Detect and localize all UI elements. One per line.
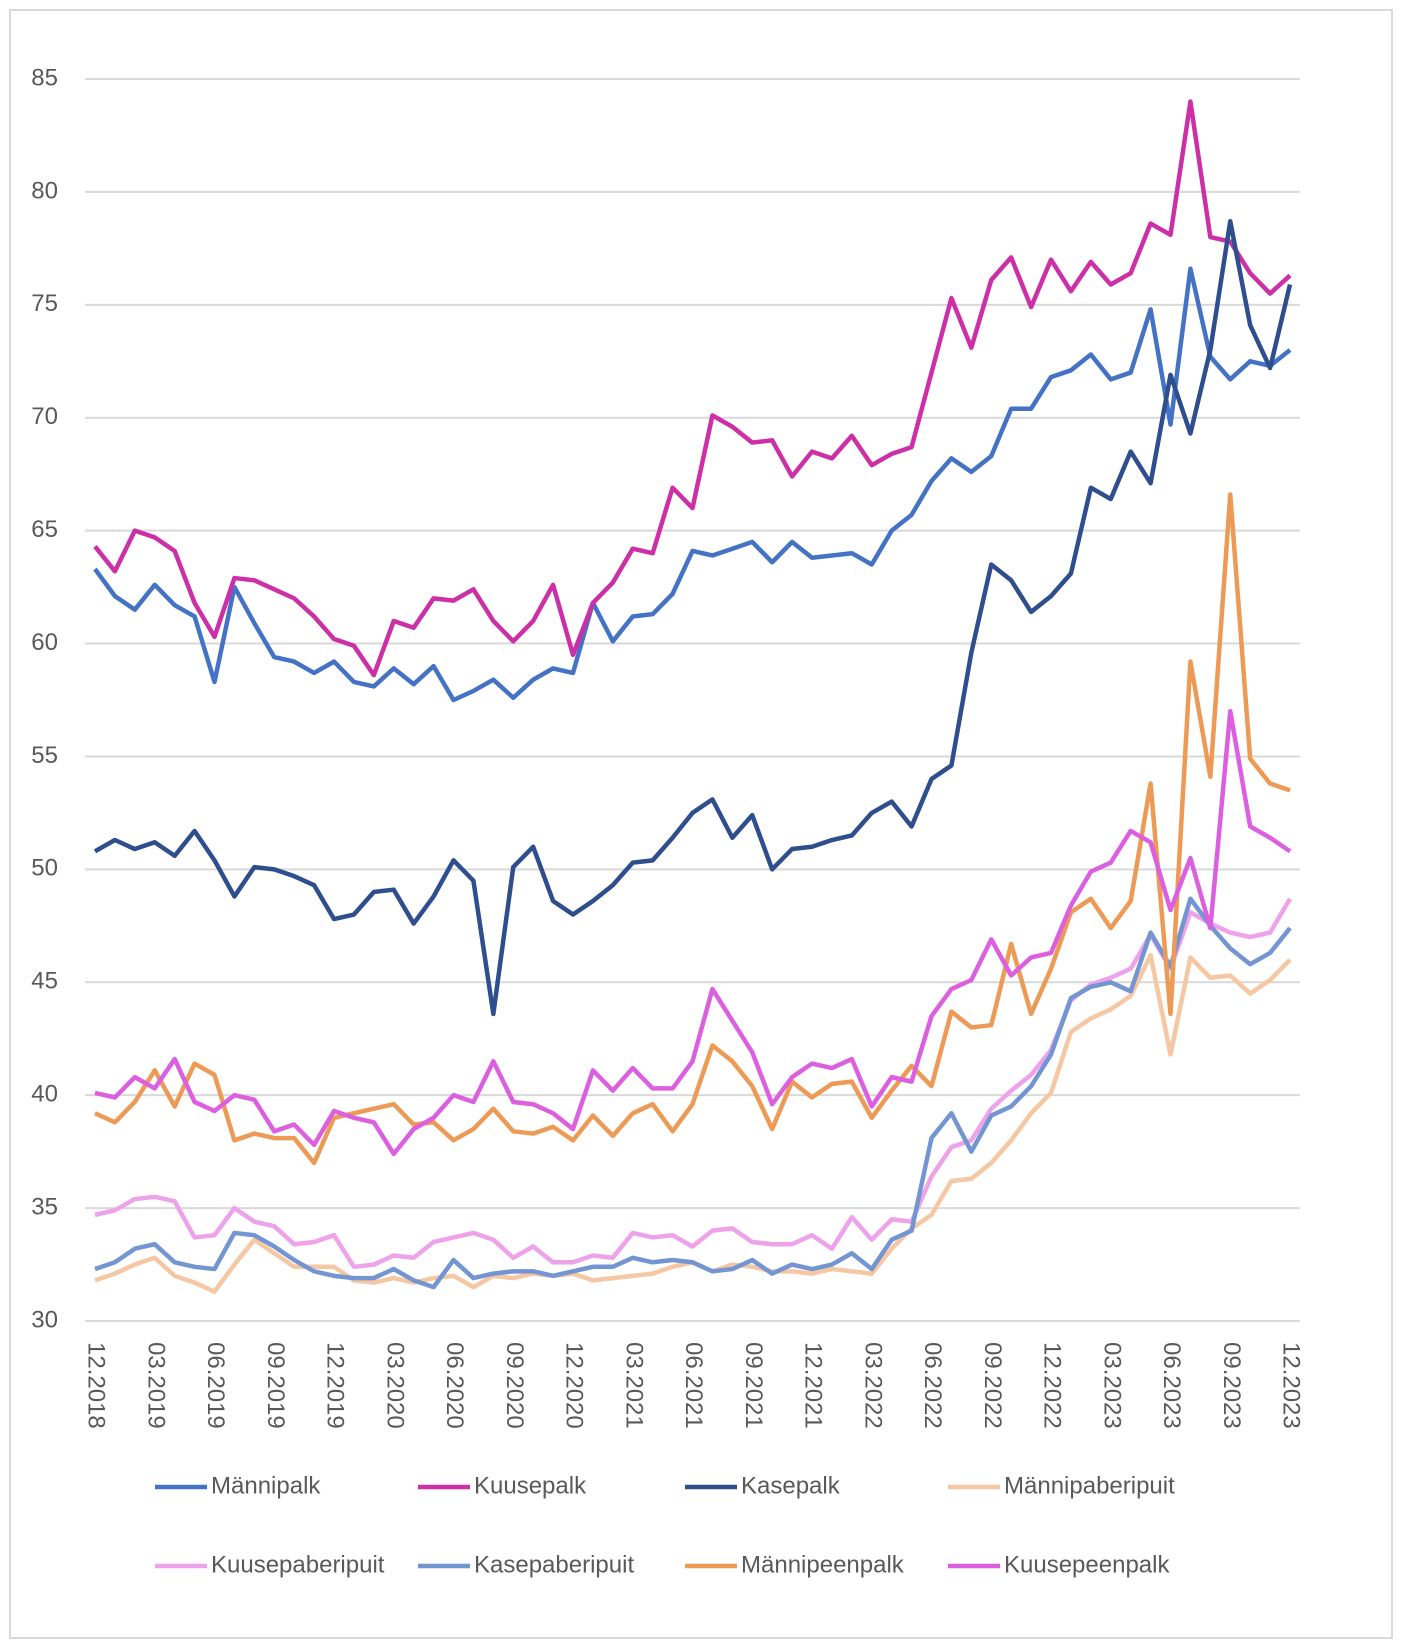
- x-tick-label: 09.2020: [501, 1342, 528, 1429]
- legend-label: Kasepalk: [741, 1472, 841, 1499]
- x-tick-label: 03.2023: [1098, 1342, 1125, 1429]
- x-tick-label: 03.2021: [620, 1342, 647, 1429]
- legend-label: Männipeenpalk: [741, 1551, 905, 1578]
- x-tick-label: 09.2021: [740, 1342, 767, 1429]
- x-tick-label: 12.2020: [561, 1342, 588, 1429]
- legend-label: Kasepaberipuit: [474, 1551, 634, 1578]
- series-line: [94, 896, 1292, 1290]
- y-tick-label: 55: [31, 742, 58, 769]
- y-tick-label: 30: [31, 1306, 58, 1333]
- y-tick-label: 35: [31, 1193, 58, 1220]
- x-tick-label: 06.2021: [680, 1342, 707, 1429]
- y-tick-label: 85: [31, 64, 58, 91]
- series-line: [94, 709, 1292, 1157]
- x-tick-label: 03.2020: [381, 1342, 408, 1429]
- y-tick-label: 45: [31, 968, 58, 995]
- legend-label: Kuusepaberipuit: [211, 1551, 385, 1578]
- x-tick-label: 12.2023: [1278, 1342, 1305, 1429]
- series-line: [93, 99, 1292, 678]
- x-tick-label: 03.2019: [142, 1342, 169, 1429]
- legend-label: Männipaberipuit: [1004, 1472, 1175, 1499]
- legend-label: Kuusepalk: [474, 1472, 587, 1499]
- y-tick-label: 65: [31, 516, 58, 543]
- legend-label: Männipalk: [211, 1472, 321, 1499]
- series-line: [93, 266, 1292, 703]
- y-tick-label: 80: [31, 177, 58, 204]
- x-tick-label: 12.2019: [322, 1342, 349, 1429]
- y-tick-label: 50: [31, 855, 58, 882]
- x-tick-label: 12.2018: [83, 1342, 110, 1429]
- y-tick-label: 75: [31, 290, 58, 317]
- legend-label: Kuusepeenpalk: [1004, 1551, 1170, 1578]
- y-tick-label: 40: [31, 1081, 58, 1108]
- x-tick-label: 03.2022: [859, 1342, 886, 1429]
- x-tick-label: 06.2020: [441, 1342, 468, 1429]
- x-tick-label: 12.2022: [1039, 1342, 1066, 1429]
- x-tick-label: 06.2023: [1158, 1342, 1185, 1429]
- y-tick-label: 70: [31, 403, 58, 430]
- y-tick-label: 60: [31, 629, 58, 656]
- x-tick-label: 06.2019: [202, 1342, 229, 1429]
- series-line: [94, 492, 1291, 1166]
- x-tick-label: 09.2019: [262, 1342, 289, 1429]
- series-line: [93, 219, 1293, 1017]
- x-tick-label: 09.2022: [979, 1342, 1006, 1429]
- x-tick-label: 12.2021: [800, 1342, 827, 1429]
- x-tick-label: 06.2022: [919, 1342, 946, 1429]
- x-tick-label: 09.2023: [1218, 1342, 1245, 1429]
- chart-frame: [9, 9, 1393, 1639]
